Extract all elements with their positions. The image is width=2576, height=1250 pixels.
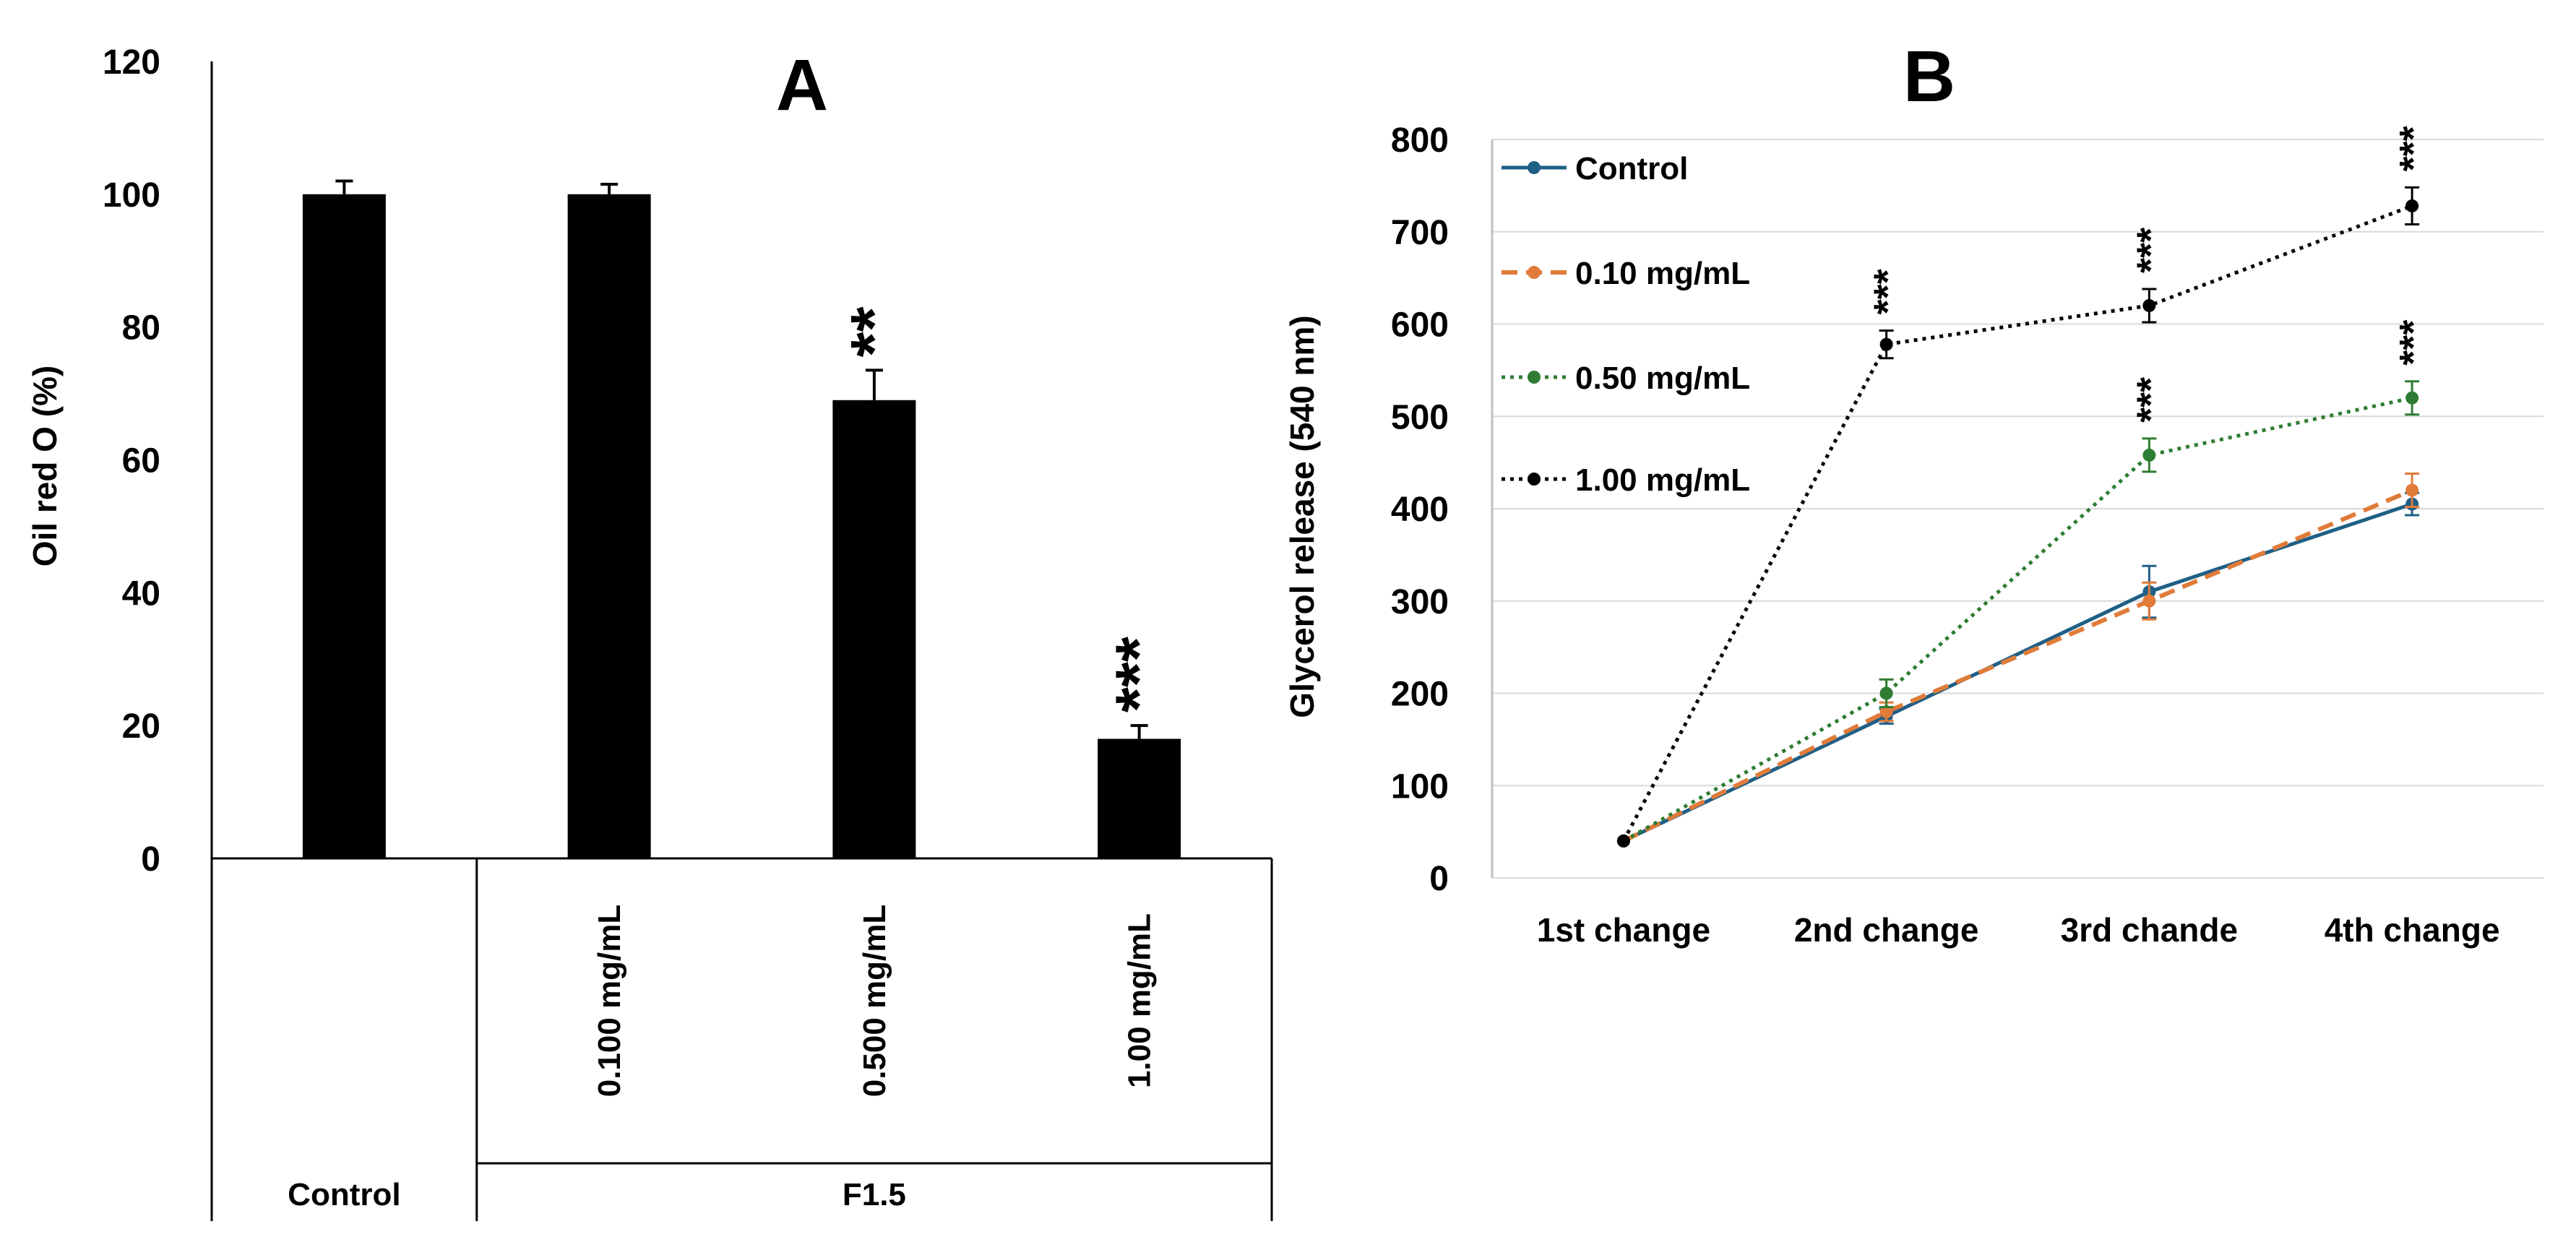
panel-b-labels: 0 100 200 300 400 500 600 700 800 1st change 2nd c… <box>1391 121 2500 949</box>
panel-a-group-label: Control <box>288 1177 400 1212</box>
panel-a-significance-label: *** <box>1103 637 1176 712</box>
panel-b-y-tick-label: 100 <box>1391 767 1449 806</box>
panel-a-y-tick-label: 120 <box>103 43 160 82</box>
panel-b-gridlines <box>1491 139 2543 879</box>
panel-a-significance-label: ** <box>838 306 910 357</box>
panel-a-bar <box>302 194 386 858</box>
panel-a-y-tick-label: 40 <box>122 574 160 613</box>
panel-b-data-point <box>2142 298 2156 312</box>
panel-a-bar <box>832 400 916 858</box>
panel-b-legend-label: 0.10 mg/mL <box>1575 256 1750 291</box>
panel-b-y-tick-label: 200 <box>1391 676 1449 714</box>
panel-a-title: A <box>776 45 828 126</box>
panel-a-y-tick-label: 60 <box>122 442 160 480</box>
panel-a-y-tick-label: 80 <box>122 309 160 348</box>
panel-b-legend: Control 0.10 mg/mL 0.50 mg/mL 1.00 mg/mL <box>1502 151 1750 498</box>
panel-b-legend-marker <box>1528 473 1541 486</box>
panel-b-data-point <box>1879 705 1893 719</box>
panel-b-line-chart: B Glycerol release (540 nm) 0 100 200 300 40… <box>1283 36 2543 949</box>
panel-a-bar <box>567 194 651 858</box>
panel-b-legend-label: 1.00 mg/mL <box>1575 462 1750 498</box>
panel-b-series-line <box>1622 396 2413 843</box>
panel-b-data-point <box>2405 483 2419 497</box>
panel-a-category-label: 0.500 mg/mL <box>857 905 892 1098</box>
panel-b-legend-label: Control <box>1575 151 1688 186</box>
panel-b-x-tick-label: 3rd chande <box>2061 911 2238 949</box>
panel-b-series-line <box>1621 204 2413 842</box>
panel-b-y-tick-label: 300 <box>1391 583 1449 621</box>
panel-b-data-point <box>1879 686 1893 700</box>
panel-a-axes <box>210 61 1273 1221</box>
panel-b-significance-label: *** <box>2392 320 2435 366</box>
panel-b-title: B <box>1903 36 1955 117</box>
panel-a-bar <box>1098 738 1181 858</box>
panel-b-data-point <box>2142 594 2156 608</box>
panel-a-group-label: F1.5 <box>843 1177 906 1212</box>
panel-b-significance-label: *** <box>2129 228 2172 273</box>
panel-b-y-tick-label: 700 <box>1391 214 1449 252</box>
panel-b-y-tick-label: 500 <box>1391 398 1449 436</box>
panel-b-y-tick-label: 0 <box>1429 860 1449 898</box>
panel-b-series-line <box>1622 502 2413 843</box>
panel-a-bars <box>302 179 1181 858</box>
panel-b-x-tick-label: 4th change <box>2325 911 2500 949</box>
panel-b-data-point <box>2142 448 2156 462</box>
panel-a-bar-chart: A Oil red O (%) 0 20 40 60 80 100 120 0.100 mg/… <box>26 43 1273 1221</box>
panel-b-data-point <box>2405 391 2419 405</box>
panel-a-y-tick-label: 0 <box>141 840 160 879</box>
panel-a-labels: 0 20 40 60 80 100 120 0.100 mg/mL ** 0.500 mg/mL *… <box>103 43 1176 1212</box>
panel-b-significance-label: *** <box>2129 377 2172 423</box>
panel-b-x-tick-label: 2nd change <box>1794 911 1979 949</box>
panel-b-y-axis-label: Glycerol release (540 nm) <box>1283 315 1321 717</box>
panel-b-series <box>1616 186 2420 848</box>
panel-a-y-tick-label: 20 <box>122 707 160 746</box>
panel-b-data-point <box>2405 199 2419 212</box>
panel-b-series-line <box>1622 488 2413 843</box>
panel-b-y-tick-label: 800 <box>1391 121 1449 160</box>
panel-b-x-tick-label: 1st change <box>1537 911 1710 949</box>
panel-b-y-tick-label: 400 <box>1391 491 1449 529</box>
panel-b-legend-marker <box>1528 161 1541 174</box>
panel-a-y-axis-label: Oil red O (%) <box>26 366 64 567</box>
panel-b-legend-marker <box>1528 266 1541 279</box>
panel-b-data-point <box>1616 834 1630 848</box>
panel-b-legend-marker <box>1528 371 1541 384</box>
panel-b-significance-label: *** <box>2392 126 2435 171</box>
panel-a-category-label: 1.00 mg/mL <box>1122 913 1158 1088</box>
panel-b-legend-label: 0.50 mg/mL <box>1575 361 1750 396</box>
panel-b-y-tick-label: 600 <box>1391 306 1449 345</box>
panel-a-category-label: 0.100 mg/mL <box>592 905 627 1098</box>
panel-b-significance-label: *** <box>1866 269 1910 314</box>
panel-a-y-tick-label: 100 <box>103 176 160 215</box>
panel-b-data-point <box>1879 337 1893 351</box>
